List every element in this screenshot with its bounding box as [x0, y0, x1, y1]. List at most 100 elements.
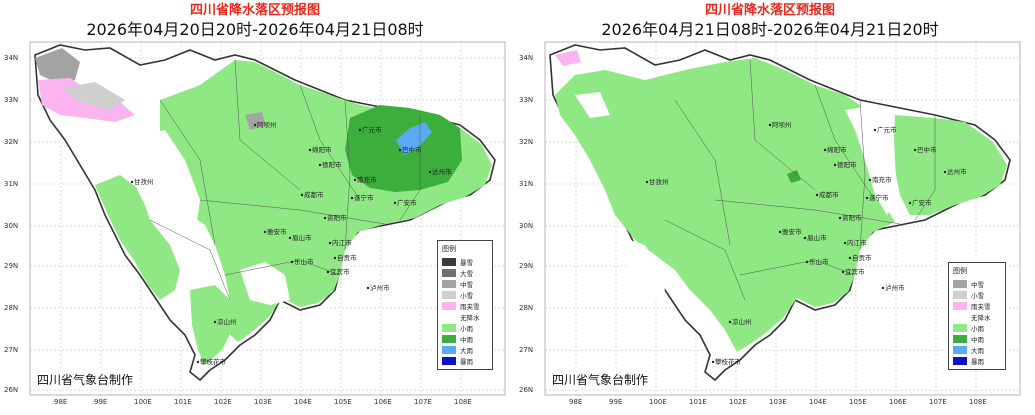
- legend-label: 小雨: [971, 324, 984, 333]
- lon-tick-label: 104E: [294, 398, 312, 406]
- legend-label: 中雪: [971, 280, 984, 289]
- area-sleet-right: [555, 50, 581, 66]
- city-label: 绵阳市: [827, 145, 847, 154]
- city-marker: [326, 270, 330, 274]
- city-label: 内江市: [332, 238, 352, 247]
- city-marker: [778, 230, 782, 234]
- lon-tick-label: 102E: [214, 398, 232, 406]
- city-label: 达州市: [432, 167, 452, 176]
- legend-swatch: [442, 301, 456, 310]
- legend-item: 暴雨: [442, 355, 488, 366]
- legend-item: 雨夹雪: [442, 300, 488, 311]
- city-marker: [805, 260, 809, 264]
- lon-tick-label: 100E: [649, 398, 667, 406]
- lon-tick-label: 99E: [609, 398, 622, 406]
- city-marker: [881, 286, 885, 290]
- legend-item: 小雪: [953, 289, 1001, 300]
- city-marker: [318, 163, 322, 167]
- city-marker: [873, 128, 877, 132]
- area-light-rain-right: [555, 58, 895, 352]
- lat-tick-label: 31N: [519, 180, 533, 188]
- legend-swatch: [442, 345, 456, 354]
- city-label: 广元市: [877, 125, 897, 134]
- city-marker: [843, 241, 847, 245]
- legend-swatch: [442, 312, 456, 321]
- city-label: 遂宁市: [354, 193, 374, 202]
- city-marker: [728, 320, 732, 324]
- legend-swatch: [442, 279, 456, 288]
- map-frame: [544, 41, 1021, 396]
- city-label: 南充市: [872, 175, 892, 184]
- legend-item: 大雪: [442, 267, 488, 278]
- city-label: 德阳市: [322, 160, 342, 169]
- lat-tick-label: 29N: [4, 262, 18, 270]
- city-marker: [290, 260, 294, 264]
- city-label: 自贡市: [337, 253, 357, 262]
- legend-item: 中雪: [953, 278, 1001, 289]
- legend-swatch: [953, 323, 967, 332]
- map-title: 四川省降水落区预报图: [704, 3, 835, 18]
- lat-tick-label: 33N: [519, 96, 533, 104]
- city-marker: [393, 201, 397, 205]
- city-marker: [833, 163, 837, 167]
- legend-swatch: [442, 356, 456, 365]
- legend-label: 雨夹雪: [971, 302, 991, 311]
- lon-tick-label: 103E: [254, 398, 272, 406]
- city-label: 自贡市: [852, 253, 872, 262]
- city-marker: [263, 230, 267, 234]
- city-label: 广安市: [912, 198, 932, 207]
- lat-tick-label: 32N: [519, 138, 533, 146]
- legend-label: 大雪: [460, 269, 473, 278]
- city-marker: [308, 148, 312, 152]
- city-marker: [353, 178, 357, 182]
- lon-tick-label: 107E: [414, 398, 432, 406]
- city-label: 资阳市: [327, 213, 347, 222]
- legend-item: 中雨: [442, 333, 488, 344]
- legend-item: 小雨: [953, 322, 1001, 333]
- forecast-panel-left: 阿坝州 绵阳市 广元市 巴中市 南充市 达州市 德阳市 成都市 遂宁市 广安市 资阳市 眉山市 雅安市内…: [0, 0, 510, 415]
- legend-label: 无降水: [460, 313, 480, 322]
- legend-swatch: [953, 279, 967, 288]
- city-marker: [358, 128, 362, 132]
- lon-tick-label: 103E: [769, 398, 787, 406]
- legend-label: 雨夹雪: [460, 302, 480, 311]
- forecast-panel-right: 阿坝州 绵阳市 广元市 巴中市 南充市 达州市 德阳市 成都市 遂宁市 广安市 资阳市 眉山市 雅安市内…: [515, 0, 1025, 415]
- city-label: 攀枝花市: [200, 357, 227, 366]
- city-label: 达州市: [947, 167, 967, 176]
- legend-item: 暴雨: [953, 355, 1001, 366]
- city-label: 阿坝州: [257, 120, 277, 129]
- lat-tick-label: 28N: [519, 304, 533, 312]
- legend-item: 无降水: [953, 311, 1001, 322]
- city-label: 凉山州: [217, 317, 237, 326]
- legend-swatch: [442, 323, 456, 332]
- area-no-rain-right-3: [615, 235, 665, 300]
- lon-tick-label: 104E: [809, 398, 827, 406]
- legend-swatch: [953, 334, 967, 343]
- lon-tick-label: 105E: [334, 398, 352, 406]
- area-no-rain-left-1: [120, 130, 200, 240]
- city-label: 巴中市: [917, 145, 937, 154]
- legend-swatch: [442, 257, 456, 266]
- legend-swatch: [442, 268, 456, 277]
- legend-title: 图例: [953, 267, 967, 275]
- lon-tick-label: 101E: [174, 398, 192, 406]
- lat-tick-label: 28N: [4, 304, 18, 312]
- legend-item: 大雨: [442, 344, 488, 355]
- prefecture-borders-right: [664, 59, 936, 301]
- area-no-rain-right-1: [845, 105, 897, 215]
- lon-tick-label: 106E: [889, 398, 907, 406]
- lat-tick-label: 29N: [519, 262, 533, 270]
- city-marker: [711, 360, 715, 364]
- lon-tick-label: 102E: [729, 398, 747, 406]
- city-marker: [350, 196, 354, 200]
- legend-label: 大雨: [460, 346, 473, 355]
- city-label: 巴中市: [402, 145, 422, 154]
- city-label: 雅安市: [782, 227, 802, 236]
- city-marker: [366, 286, 370, 290]
- legend-swatch: [953, 301, 967, 310]
- map-title: 四川省降水落区预报图: [189, 3, 320, 18]
- legend-swatch: [953, 290, 967, 299]
- city-marker: [645, 180, 649, 184]
- producer-credit: 四川省气象台制作: [549, 370, 652, 389]
